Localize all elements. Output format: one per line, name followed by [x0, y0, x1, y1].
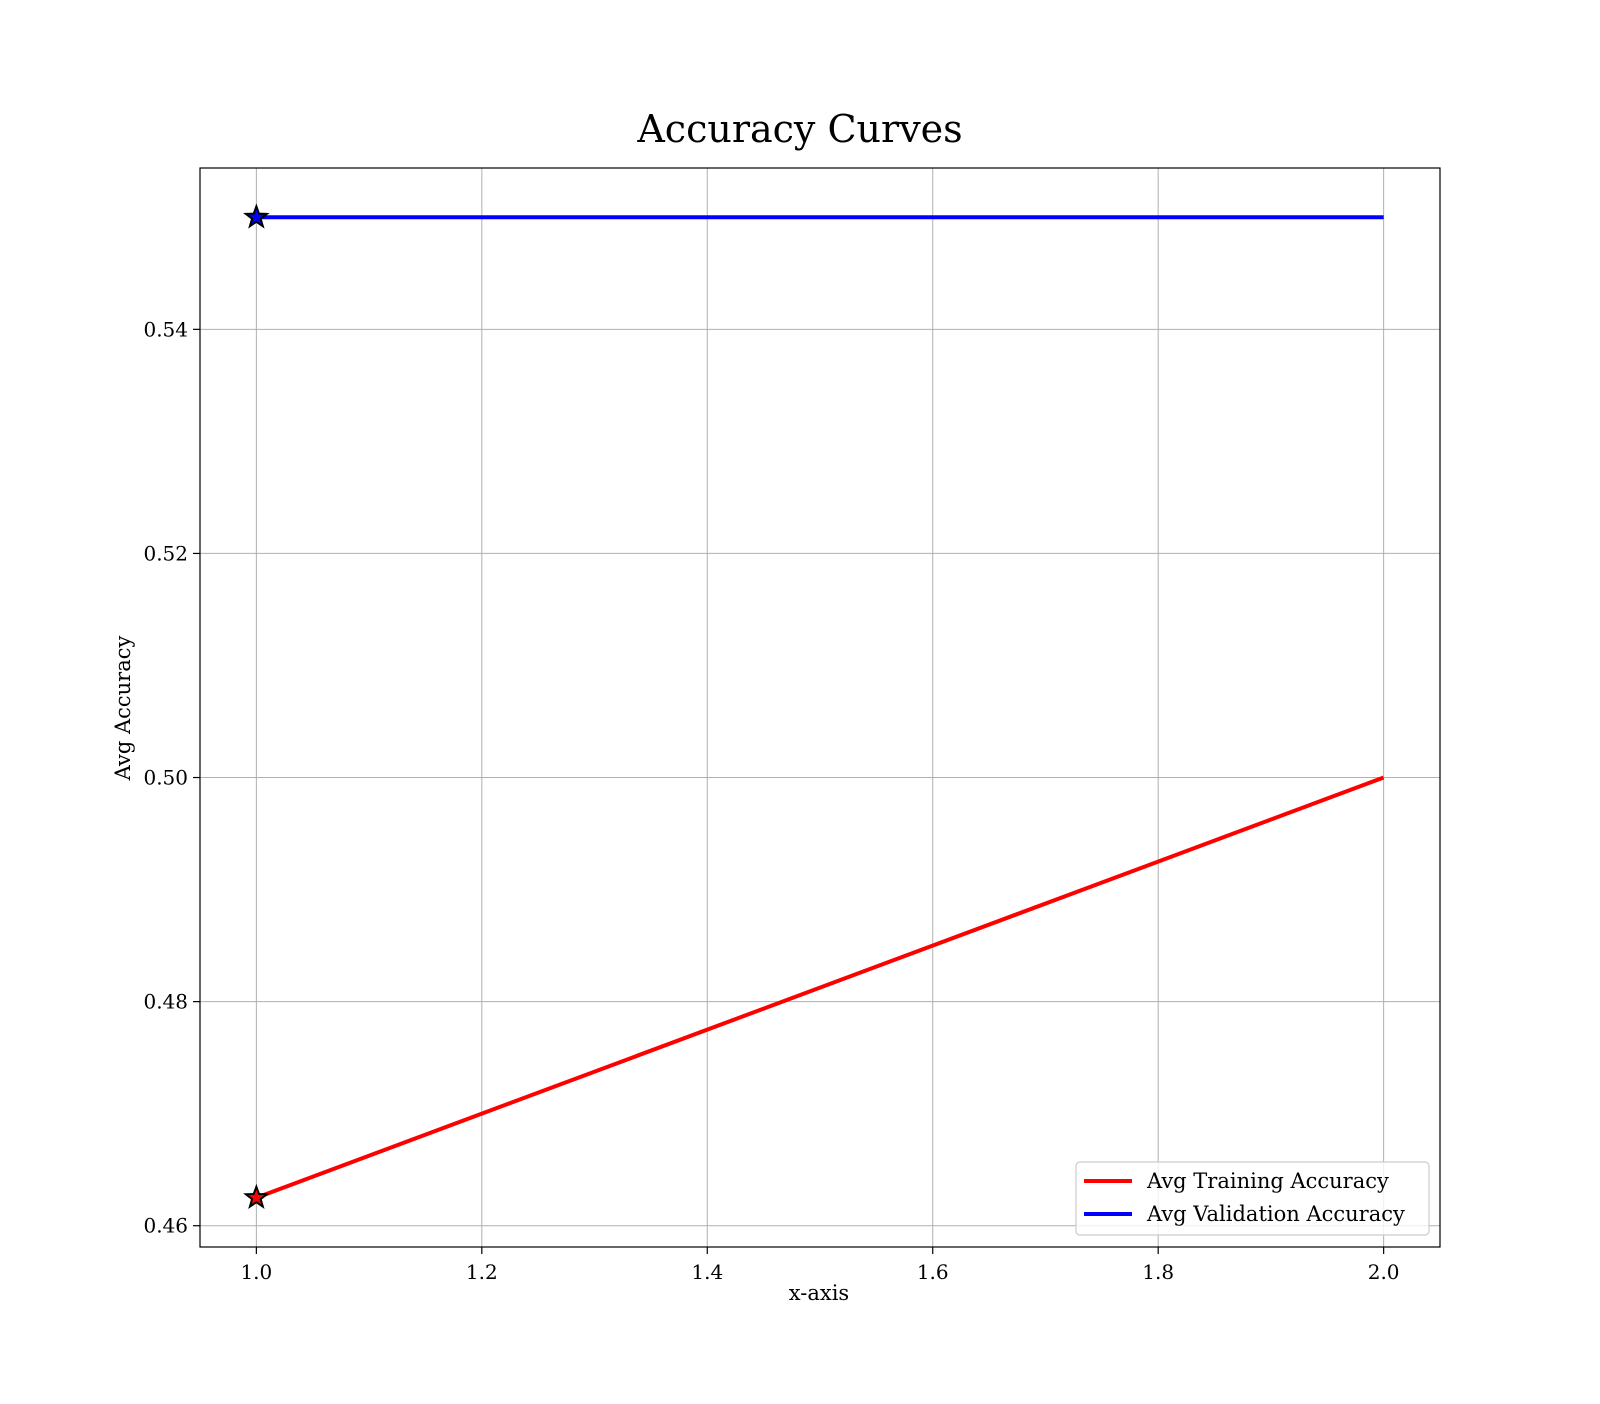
x-axis-ticks: 1.0 1.2 1.4 1.6 1.8 2.0 — [240, 1247, 1400, 1284]
series-marker-star-1 — [243, 203, 270, 229]
plot-area-frame — [199, 167, 1441, 1248]
x-tick-label: 2.0 — [1368, 1260, 1400, 1284]
x-tick-label: 1.4 — [691, 1260, 723, 1284]
y-tick-label: 0.50 — [143, 766, 188, 790]
grid — [200, 168, 1440, 1247]
series-layer — [255, 215, 1385, 1200]
x-tick-label: 1.0 — [240, 1260, 272, 1284]
y-tick-label: 0.48 — [143, 990, 188, 1014]
x-axis-label: x-axis — [789, 1281, 849, 1305]
x-tick-label: 1.2 — [466, 1260, 498, 1284]
x-tick-label: 1.6 — [917, 1260, 949, 1284]
chart-title: Accuracy Curves — [636, 107, 962, 151]
series-line-0 — [255, 775, 1385, 1200]
legend: Avg Training Accuracy Avg Validation Acc… — [1075, 1161, 1430, 1236]
y-axis-label: Avg Accuracy — [111, 636, 135, 782]
y-tick-label: 0.54 — [143, 317, 188, 341]
legend-label-training: Avg Training Accuracy — [1146, 1169, 1389, 1193]
y-axis-ticks: 0.46 0.48 0.50 0.52 0.54 — [143, 317, 200, 1238]
series-marker-star-0 — [243, 1183, 270, 1209]
y-tick-label: 0.46 — [143, 1214, 188, 1238]
legend-box — [1075, 1161, 1430, 1236]
x-tick-label: 1.8 — [1142, 1260, 1174, 1284]
marker-layer — [243, 203, 270, 1209]
legend-label-validation: Avg Validation Accuracy — [1146, 1202, 1405, 1226]
y-tick-label: 0.52 — [143, 541, 188, 565]
